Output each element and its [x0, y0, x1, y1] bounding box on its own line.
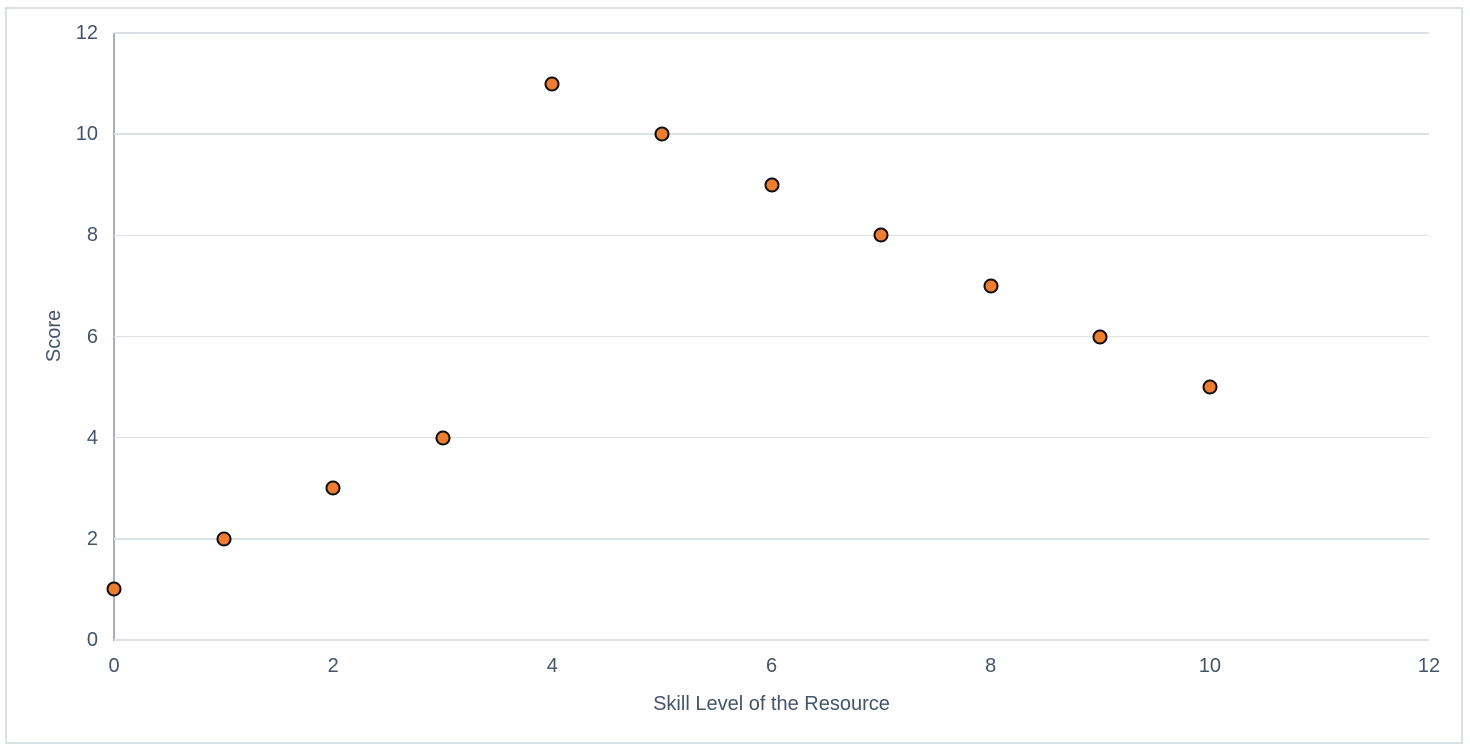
x-tick-label: 10 — [1198, 655, 1221, 677]
y-tick-label: 4 — [86, 426, 98, 449]
plot-area — [106, 32, 1429, 642]
gridline-y-4 — [114, 436, 1429, 439]
gridline-y-6 — [114, 335, 1429, 338]
data-point[interactable] — [325, 480, 341, 496]
gridline-y-0 — [114, 639, 1429, 641]
data-point[interactable] — [873, 227, 889, 243]
y-tick-label: 0 — [86, 629, 98, 651]
x-tick-label: 8 — [985, 655, 997, 677]
y-tick-label: 10 — [75, 123, 98, 146]
gridline-y-8 — [114, 234, 1429, 237]
x-tick-label: 6 — [765, 655, 778, 677]
y-tick-label: 8 — [86, 224, 98, 247]
x-tick-label: 4 — [546, 655, 558, 677]
data-point[interactable] — [654, 126, 670, 142]
gridline-y-10 — [114, 133, 1429, 135]
data-point[interactable] — [216, 531, 232, 547]
y-tick-label: 2 — [86, 527, 98, 550]
data-point[interactable] — [764, 177, 779, 193]
data-point[interactable] — [544, 76, 560, 92]
x-tick-label: 0 — [108, 655, 120, 677]
y-tick-label: 12 — [75, 22, 98, 44]
data-point[interactable] — [435, 430, 451, 446]
x-tick-label: 2 — [327, 655, 339, 677]
data-point[interactable] — [1092, 329, 1108, 344]
data-point[interactable] — [106, 581, 122, 597]
x-axis-title: Skill Level of the Resource — [653, 693, 890, 715]
y-axis-title: Score — [43, 309, 65, 363]
x-tick-label: 12 — [1417, 655, 1441, 677]
data-point[interactable] — [1202, 379, 1218, 395]
y-tick-label: 6 — [86, 325, 98, 348]
data-point[interactable] — [983, 278, 999, 294]
gridline-y-12 — [114, 32, 1429, 34]
gridline-y-2 — [114, 538, 1429, 540]
chart-frame[interactable] — [5, 7, 1463, 744]
